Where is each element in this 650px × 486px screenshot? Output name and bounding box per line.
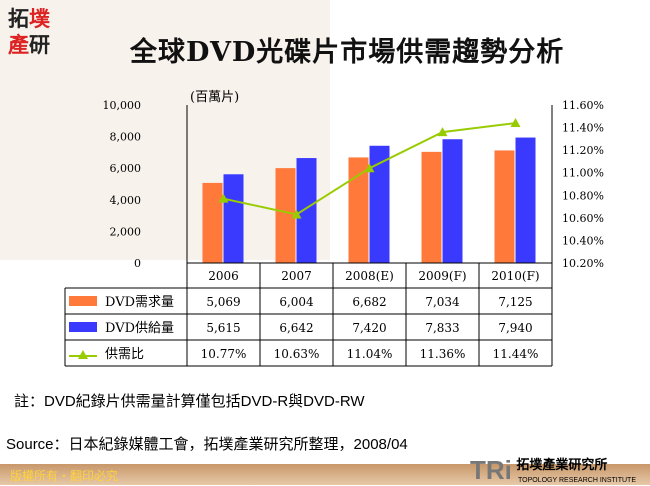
data-label: 7,940	[498, 321, 532, 335]
note: 註：DVD紀錄片供需量計算僅包括DVD-R與DVD-RW	[14, 393, 365, 410]
data-label: 7,420	[352, 321, 386, 335]
legend-label: DVD需求量	[105, 295, 174, 310]
bar-demand	[275, 168, 296, 263]
unit-label: (百萬片)	[190, 90, 240, 105]
legend-swatch	[69, 296, 97, 306]
bar-demand	[202, 182, 223, 263]
x-tick-label: 2009(F)	[418, 269, 466, 283]
copyright: 版權所有・翻印必究	[10, 469, 119, 483]
legend-swatch	[69, 322, 97, 332]
y-tick-label: 0	[134, 257, 141, 270]
y2-tick-label: 10.20%	[562, 257, 604, 270]
data-label: 10.77%	[201, 347, 247, 361]
data-label: 10.63%	[274, 347, 320, 361]
y2-tick-label: 10.60%	[562, 212, 604, 225]
ratio-marker	[218, 193, 229, 203]
legend-marker	[78, 350, 88, 359]
bar-supply	[442, 139, 463, 263]
y2-tick-label: 10.40%	[562, 234, 604, 247]
footer-bar	[0, 464, 650, 485]
page-title: 全球DVD光碟片市場供需趨勢分析	[130, 37, 565, 68]
data-label: 7,034	[425, 295, 460, 309]
brand-logo: TRi 拓墣產業研究所 TOPOLOGY RESEARCH INSTITUTE	[470, 455, 636, 485]
data-label: 6,004	[279, 295, 314, 309]
bar-supply	[223, 174, 244, 263]
y-tick-label: 4,000	[110, 194, 142, 207]
bar-supply	[369, 145, 390, 263]
ratio-marker	[437, 127, 448, 137]
y-tick-label: 10,000	[103, 99, 142, 112]
bar-supply	[515, 137, 536, 263]
data-label: 11.44%	[493, 347, 539, 361]
bar-demand	[421, 151, 442, 263]
bar-supply	[296, 158, 317, 263]
data-label: 6,642	[279, 321, 313, 335]
data-label: 11.04%	[347, 347, 393, 361]
x-tick-label: 2006	[208, 269, 239, 283]
x-tick-label: 2008(E)	[345, 269, 394, 283]
x-tick-label: 2010(F)	[491, 269, 539, 283]
source: Source：日本紀錄媒體工會，拓墣產業研究所整理，2008/04	[6, 436, 408, 453]
legend-label: DVD供給量	[105, 321, 174, 336]
y2-tick-label: 11.60%	[562, 99, 604, 112]
data-label: 5,615	[206, 321, 240, 335]
x-tick-label: 2007	[281, 269, 312, 283]
data-label: 7,833	[425, 321, 459, 335]
data-label: 6,682	[352, 295, 386, 309]
chart: 0 2,000 4,000 6,000 8,000 10,000 10.20% 10.40% 1…	[64, 99, 604, 367]
y2-tick-label: 11.20%	[562, 144, 604, 157]
bar-demand	[348, 157, 369, 263]
y2-tick-label: 10.80%	[562, 189, 604, 202]
data-label: 11.36%	[420, 347, 466, 361]
bar-demand	[494, 150, 515, 263]
ratio-marker	[291, 209, 302, 219]
legend-label: 供需比	[105, 347, 144, 362]
ratio-marker	[364, 163, 375, 173]
y-tick-label: 6,000	[110, 162, 142, 175]
y2-tick-label: 11.00%	[562, 167, 604, 180]
y2-tick-label: 11.40%	[562, 122, 604, 135]
data-label: 7,125	[498, 295, 532, 309]
y-tick-label: 2,000	[110, 225, 142, 238]
y-tick-label: 8,000	[110, 131, 142, 144]
ratio-marker	[510, 118, 521, 128]
data-label: 5,069	[206, 295, 240, 309]
logo: 拓墣 產研	[8, 6, 50, 57]
